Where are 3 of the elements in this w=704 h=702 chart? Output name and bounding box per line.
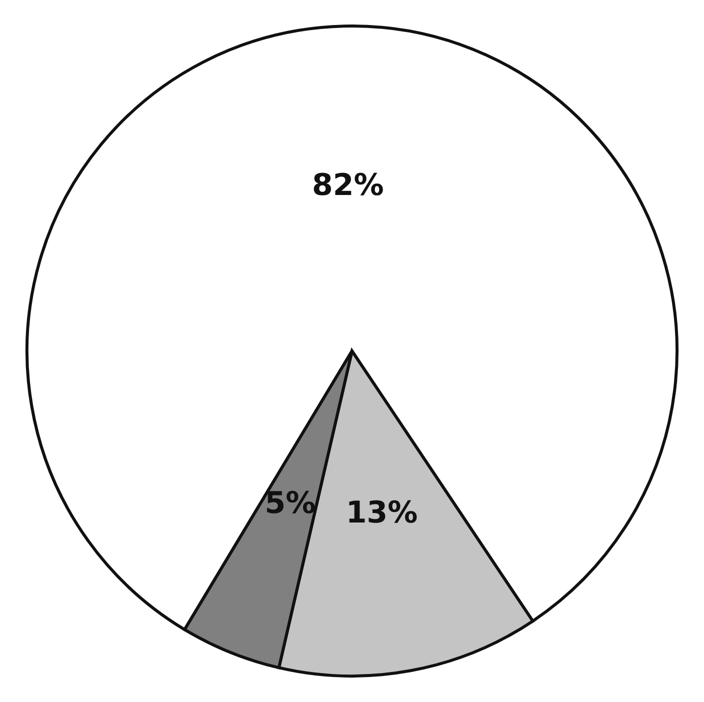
data-label: 13%: [346, 495, 418, 530]
data-label: 82%: [312, 168, 384, 204]
data-label: 5%: [264, 486, 316, 521]
